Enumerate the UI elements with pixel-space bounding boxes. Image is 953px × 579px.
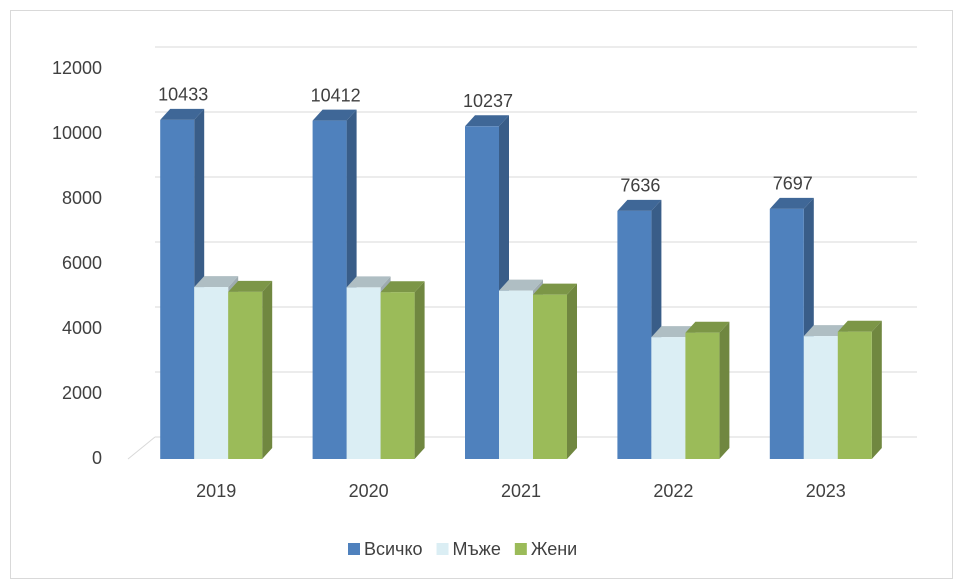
bar-front (380, 292, 415, 459)
y-tick-label: 8000 (62, 188, 102, 208)
bar-front (160, 119, 195, 460)
bar-top (651, 326, 696, 338)
bar-front (312, 120, 347, 460)
bar-top (499, 279, 543, 291)
legend-swatch (514, 543, 527, 555)
bar-front (346, 287, 381, 459)
bar-front (803, 336, 838, 459)
bar-side (871, 320, 882, 459)
bar-front (651, 337, 686, 459)
x-tick-label: 2020 (349, 481, 389, 501)
bar-front (617, 210, 652, 459)
bar-front (465, 126, 499, 460)
bar-side (719, 321, 730, 459)
value-label: 10433 (158, 85, 208, 105)
bar-top (617, 199, 662, 211)
legend-label: Жени (531, 539, 577, 559)
bar-front (837, 331, 872, 459)
bar-side (567, 283, 577, 459)
x-tick-label: 2023 (806, 481, 846, 501)
bar (533, 283, 577, 459)
bar (228, 280, 273, 459)
x-tick-label: 2022 (653, 481, 693, 501)
bar (617, 199, 662, 459)
legend-label: Всичко (364, 539, 423, 559)
bar-top (312, 109, 357, 121)
y-tick-label: 2000 (62, 383, 102, 403)
bar-side (262, 280, 273, 459)
bar-top (380, 281, 425, 293)
value-label: 7697 (773, 174, 813, 194)
value-label: 10412 (311, 85, 361, 105)
bar-top (160, 108, 205, 120)
legend-label: Мъже (453, 539, 501, 559)
y-tick-label: 4000 (62, 318, 102, 338)
bar-top (533, 283, 577, 295)
bar-front (194, 287, 229, 459)
bar-top (228, 280, 273, 292)
bar (769, 197, 814, 459)
bar-top (803, 325, 848, 337)
bar-side (414, 281, 425, 459)
bar-front (685, 332, 720, 459)
bar-top (685, 321, 730, 333)
bar-top (346, 276, 391, 288)
floor-edge (127, 436, 156, 460)
bar (837, 320, 882, 459)
bar-front (499, 290, 533, 459)
bar-top (465, 115, 509, 127)
bar-front (533, 294, 567, 459)
bar-front (769, 208, 804, 459)
y-tick-label: 10000 (52, 123, 102, 143)
legend-swatch (436, 543, 449, 555)
x-tick-label: 2021 (501, 481, 541, 501)
y-tick-label: 6000 (62, 253, 102, 273)
value-label: 7636 (620, 176, 660, 196)
bar (685, 321, 730, 459)
legend-swatch (348, 543, 360, 555)
value-label: 10237 (463, 91, 513, 111)
bar-top (194, 276, 239, 288)
y-tick-label: 0 (92, 448, 102, 468)
bar-top (837, 320, 882, 332)
bar-top (769, 197, 814, 209)
x-tick-label: 2019 (196, 481, 236, 501)
bar (380, 281, 425, 459)
bar-front (228, 291, 263, 459)
y-tick-label: 12000 (52, 58, 102, 78)
